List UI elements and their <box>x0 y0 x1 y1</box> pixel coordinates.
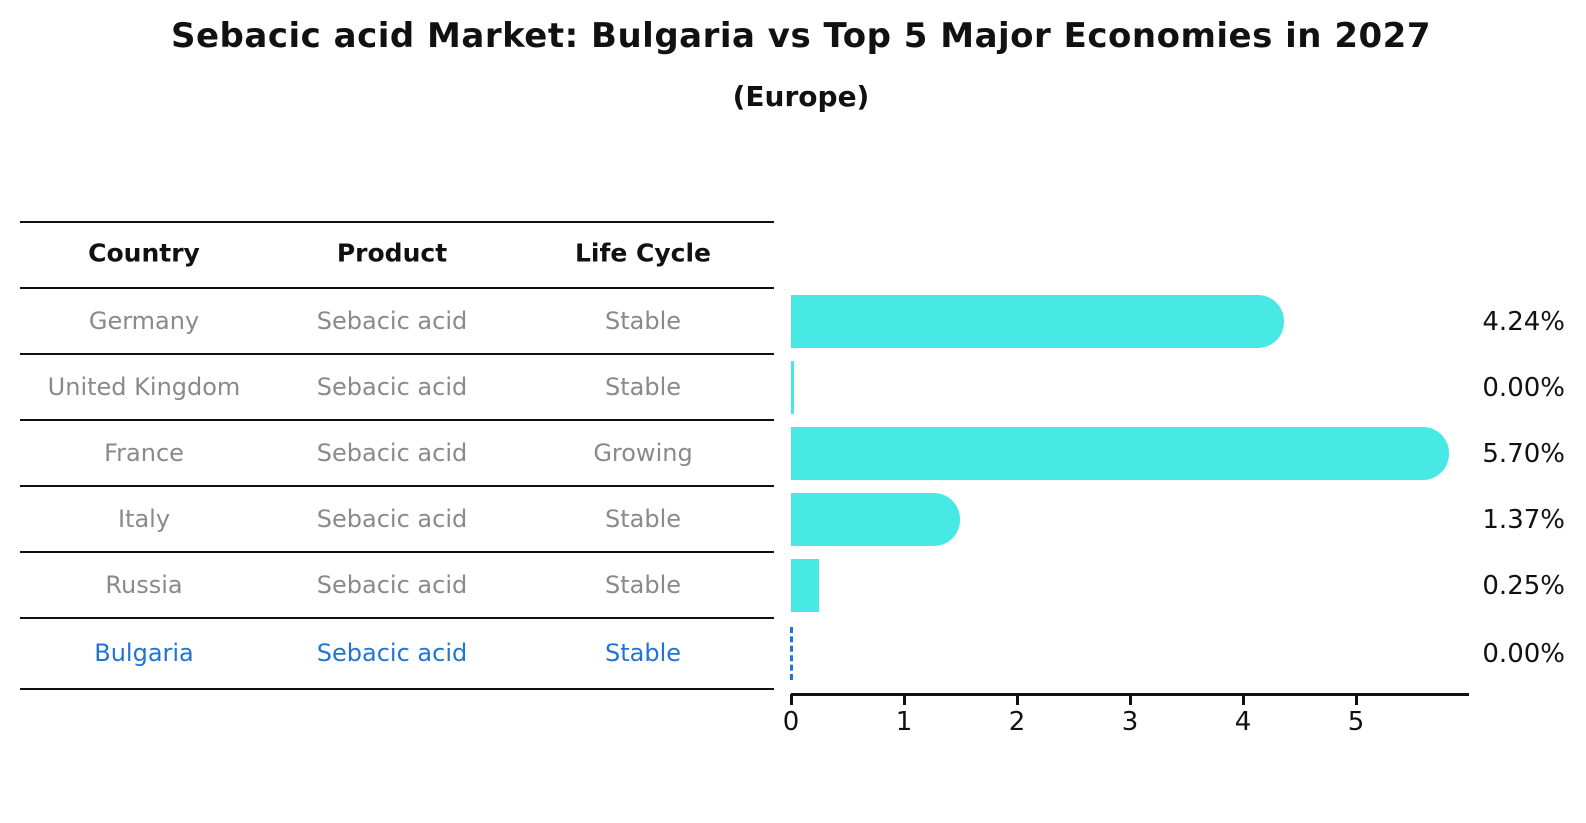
value-label-russia: 0.25% <box>1482 571 1565 601</box>
value-label-italy: 1.37% <box>1482 505 1565 535</box>
x-axis-tick-label: 4 <box>1234 707 1252 737</box>
x-axis-tick <box>1016 694 1019 705</box>
table-cell-country: Italy <box>117 505 171 533</box>
x-axis-tick <box>1355 694 1358 705</box>
chart-title: Sebacic acid Market: Bulgaria vs Top 5 M… <box>171 16 1431 56</box>
bar-italy <box>791 492 960 546</box>
table-cell-life-cycle: Stable <box>604 505 682 533</box>
value-label-bulgaria: 0.00% <box>1482 639 1565 669</box>
table-cell-life-cycle: Stable <box>604 307 682 335</box>
highlight-zero-marker-bulgaria <box>790 626 793 680</box>
table-cell-country: France <box>104 439 184 467</box>
table-rule <box>20 617 774 619</box>
value-label-france: 5.70% <box>1482 439 1565 469</box>
x-axis-tick <box>903 694 906 705</box>
table-cell-country: Bulgaria <box>94 639 194 667</box>
table-rule <box>20 688 774 690</box>
table-rule <box>20 287 774 289</box>
table-rule <box>20 419 774 421</box>
table-cell-product: Sebacic acid <box>316 571 468 599</box>
table-cell-product: Sebacic acid <box>316 373 468 401</box>
x-axis-tick-label: 0 <box>782 707 800 737</box>
bar-united-kingdom <box>791 360 794 414</box>
value-label-united-kingdom: 0.00% <box>1482 373 1565 403</box>
table-header-country: Country <box>88 238 200 268</box>
table-rule <box>20 353 774 355</box>
x-axis-tick-label: 5 <box>1347 707 1365 737</box>
table-rule <box>20 485 774 487</box>
bar-germany <box>791 294 1285 348</box>
table-cell-product: Sebacic acid <box>316 639 468 667</box>
table-header-life-cycle: Life Cycle <box>574 238 712 268</box>
table-cell-product: Sebacic acid <box>316 307 468 335</box>
table-cell-life-cycle: Stable <box>604 373 682 401</box>
table-rule <box>20 221 774 223</box>
chart-subtitle: (Europe) <box>732 80 870 113</box>
table-cell-life-cycle: Stable <box>604 571 682 599</box>
table-cell-product: Sebacic acid <box>316 505 468 533</box>
x-axis-tick-label: 1 <box>895 707 913 737</box>
x-axis-tick <box>1242 694 1245 705</box>
x-axis-tick-label: 2 <box>1008 707 1026 737</box>
x-axis-tick <box>1129 694 1132 705</box>
bar-russia <box>791 558 820 612</box>
table-header-product: Product <box>336 238 448 268</box>
x-axis-tick <box>790 694 793 705</box>
table-cell-life-cycle: Stable <box>604 639 682 667</box>
value-label-germany: 4.24% <box>1482 307 1565 337</box>
bar-france <box>791 426 1450 480</box>
table-rule <box>20 551 774 553</box>
table-cell-life-cycle: Growing <box>593 439 693 467</box>
table-cell-product: Sebacic acid <box>316 439 468 467</box>
x-axis-tick-label: 3 <box>1121 707 1139 737</box>
table-cell-country: United Kingdom <box>47 373 241 401</box>
table-cell-country: Germany <box>88 307 200 335</box>
table-cell-country: Russia <box>105 571 183 599</box>
